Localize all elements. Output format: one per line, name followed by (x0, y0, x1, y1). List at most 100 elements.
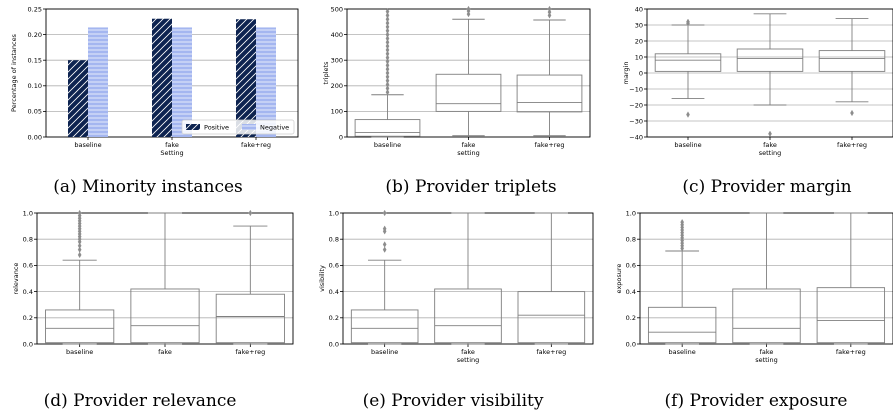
outlier-point (768, 130, 772, 138)
y-tick-label: 500 (331, 5, 343, 13)
outlier-point (385, 8, 390, 15)
box-fake (435, 5, 502, 137)
y-tick-label: 0.2 (329, 314, 339, 322)
x-tick-label: fake (158, 348, 172, 356)
x-axis-label: setting (457, 356, 480, 364)
x-tick-label: fake+reg (535, 141, 565, 149)
y-tick-label: −20 (629, 101, 643, 109)
box-fake+reg (818, 18, 886, 117)
y-tick-label: 300 (331, 57, 343, 65)
outlier-point (385, 69, 390, 77)
chart-c: −40 −30 −20 −10 0 10 20 30 40 baseline fake fake+re… (622, 5, 893, 197)
y-tick-label: 0.25 (28, 5, 42, 13)
outlier-point (385, 16, 390, 23)
box-baseline (654, 18, 722, 118)
x-tick-label: fake (760, 348, 774, 356)
outlier-point (77, 209, 82, 217)
y-tick-label: 1.0 (23, 209, 33, 217)
bar-negative (88, 27, 108, 137)
bar-positive (152, 18, 172, 138)
chart-a: 0.00 0.05 0.10 0.15 0.20 0.25 baseline fake fake… (10, 5, 299, 197)
y-tick-label: 30 (635, 21, 643, 29)
y-axis-label: Percentage of instances (10, 33, 18, 111)
outlier-point (385, 27, 390, 34)
y-axis-label: triplets (322, 61, 330, 85)
y-tick-label: 0.4 (23, 288, 33, 296)
chart-caption: (e) Provider visibility (363, 391, 544, 411)
chart-caption: (c) Provider margin (682, 177, 851, 197)
x-tick-label: baseline (669, 348, 696, 356)
outlier-point (385, 23, 390, 31)
x-tick-label: baseline (371, 348, 398, 356)
x-axis-label: Setting (160, 149, 183, 157)
box-baseline (350, 209, 419, 345)
outlier-point (385, 77, 390, 84)
y-tick-label: 0.0 (626, 340, 636, 348)
y-tick-label: 0.05 (28, 108, 42, 116)
chart-e: 0.0 0.2 0.4 0.6 0.8 1.0 baseline fake fake+reg se… (318, 209, 594, 411)
y-tick-label: 100 (331, 108, 343, 116)
legend-swatch-negative (242, 124, 256, 130)
y-tick-label: 0.10 (28, 82, 42, 90)
box-baseline (45, 209, 115, 345)
x-tick-label: fake (165, 141, 179, 149)
y-tick-label: 0.15 (28, 57, 42, 65)
y-tick-label: 0.4 (329, 288, 339, 296)
y-tick-label: 0.2 (626, 314, 636, 322)
outlier-point (385, 54, 390, 61)
y-axis-label: exposure (615, 264, 623, 294)
bar-positive (236, 19, 256, 138)
x-tick-label: fake (763, 141, 777, 149)
outlier-point (385, 12, 390, 19)
y-axis-label: margin (622, 62, 630, 85)
outlier-point (385, 65, 390, 73)
box-fake (130, 212, 200, 345)
y-tick-label: 0 (639, 69, 643, 77)
outlier-point (547, 12, 552, 19)
outlier-point (686, 111, 690, 118)
outlier-point (385, 62, 390, 69)
outlier-point (382, 209, 387, 217)
x-tick-label: fake+reg (836, 348, 866, 356)
x-tick-label: baseline (74, 141, 101, 149)
y-tick-label: 0.0 (23, 340, 33, 348)
y-tick-label: 1.0 (329, 209, 339, 217)
chart-caption: (d) Provider relevance (44, 391, 237, 411)
outlier-point (77, 251, 82, 259)
y-tick-label: 400 (331, 31, 343, 39)
x-tick-label: baseline (374, 141, 401, 149)
y-tick-label: 0.6 (329, 262, 339, 270)
x-tick-label: baseline (66, 348, 93, 356)
chart-caption: (f) Provider exposure (665, 391, 848, 411)
outlier-point (385, 81, 390, 88)
x-tick-label: fake (461, 348, 475, 356)
outlier-point (382, 241, 387, 248)
outlier-point (385, 85, 390, 92)
legend-entry: Negative (260, 124, 289, 132)
outlier-point (385, 88, 390, 96)
y-tick-label: 0.6 (626, 262, 636, 270)
y-tick-label: −10 (629, 85, 643, 93)
outlier-point (385, 73, 390, 81)
y-tick-label: 0.8 (23, 236, 33, 244)
x-tick-label: baseline (674, 141, 701, 149)
x-tick-label: fake+reg (536, 348, 566, 356)
y-axis-label: visibility (318, 265, 326, 292)
y-tick-label: −30 (629, 117, 643, 125)
box-fake (434, 212, 502, 345)
y-tick-label: −40 (629, 133, 643, 141)
outlier-point (850, 109, 854, 117)
outlier-point (77, 242, 82, 249)
outlier-point (248, 209, 253, 217)
outlier-point (385, 35, 390, 42)
outlier-point (382, 225, 387, 232)
legend-entry: Positive (204, 124, 229, 132)
box-fake (736, 13, 804, 138)
y-tick-label: 0.8 (329, 236, 339, 244)
y-tick-label: 0.4 (626, 288, 636, 296)
outlier-point (385, 58, 390, 65)
x-axis-label: setting (755, 356, 778, 364)
y-tick-label: 10 (635, 53, 643, 61)
x-tick-label: fake (462, 141, 476, 149)
outlier-point (385, 50, 390, 58)
